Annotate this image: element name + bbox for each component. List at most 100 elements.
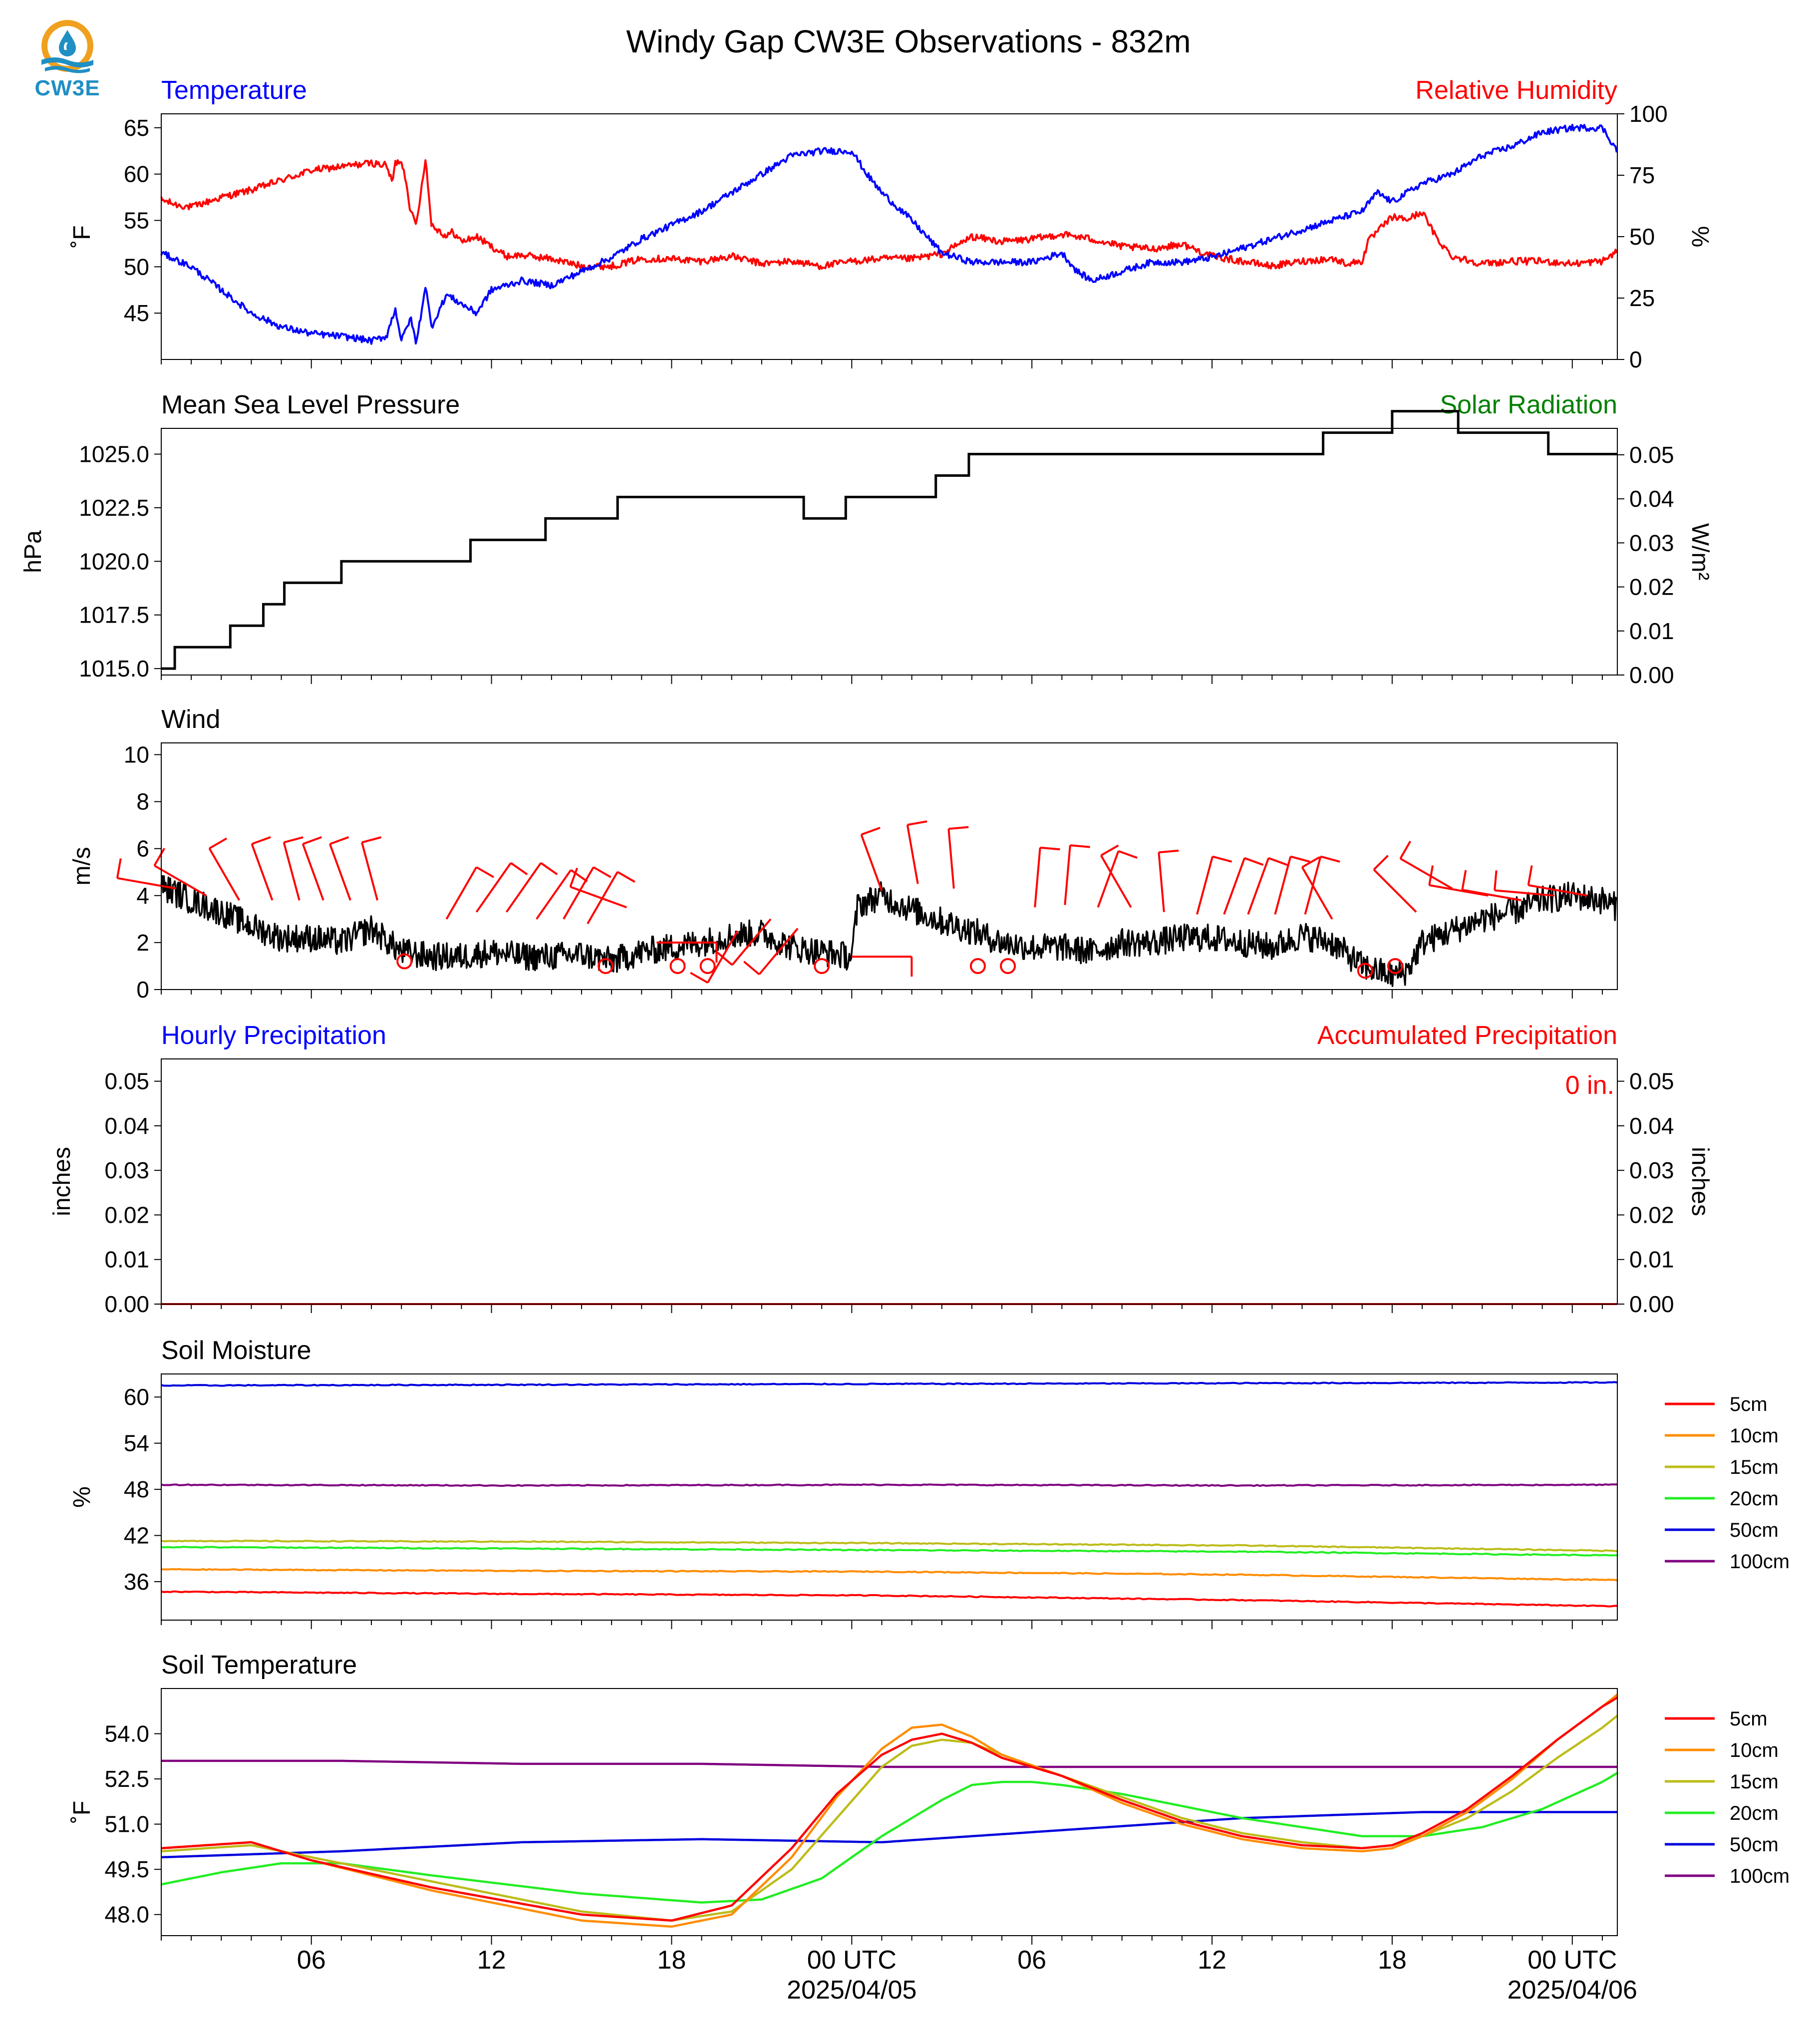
wind-barb-staff (208, 848, 241, 901)
wind-barb-staff (731, 918, 772, 966)
precip-accum-title: Accumulated Precipitation (1317, 1021, 1617, 1050)
wind-barb-staff (1158, 852, 1165, 912)
rh-y2tick-label: 25 (1629, 285, 1655, 311)
temp-ytick-label: 65 (124, 115, 149, 141)
wind-barb-calm (1000, 958, 1016, 974)
soil-temp-ytick-label: 54.0 (104, 1721, 149, 1747)
wind-barb-staff (1373, 869, 1417, 913)
precip-ylabel: inches (49, 1147, 75, 1216)
wind-barb-flag (209, 837, 228, 850)
pressure-ytick-label: 1022.5 (79, 495, 149, 521)
x-tick-label: 18 (1378, 1946, 1407, 1975)
wind-barb-flag (510, 862, 528, 876)
pressure-ylabel: hPa (20, 530, 46, 573)
precip-hourly-title: Hourly Precipitation (161, 1021, 386, 1050)
soil-moisture-line-100cm (161, 1483, 1618, 1487)
precip-accum-y2label: inches (1687, 1147, 1713, 1216)
wind-barb-flag (153, 848, 166, 866)
soil-moisture-plot-frame (161, 1373, 1618, 1621)
soil-temp-ytick-label: 51.0 (104, 1811, 149, 1837)
figure-title: Windy Gap CW3E Observations - 832m (626, 23, 1191, 59)
cw3e-logo: CW3E (30, 15, 105, 105)
precip-accum-y2tick-label: 0.03 (1629, 1157, 1674, 1183)
wind-barb-flag (617, 871, 635, 883)
wind-barb-flag (1118, 850, 1138, 859)
temp-series-line (160, 123, 1618, 345)
wind-barb-staff (1400, 857, 1453, 890)
wind-ytick-label: 6 (136, 836, 149, 862)
precip-accum-y2tick-label: 0.02 (1629, 1202, 1674, 1228)
wind-barb-staff (758, 928, 799, 975)
soil-temp-title: Soil Temperature (161, 1651, 357, 1680)
rh-series-line (160, 159, 1618, 271)
soil-temp-legend-label: 10cm (1730, 1739, 1779, 1761)
solar-y2tick-label: 0.00 (1629, 662, 1674, 688)
rh-y2tick-label: 100 (1629, 101, 1668, 127)
wind-barb-flag (716, 951, 733, 966)
wind-ytick-label: 10 (124, 742, 149, 768)
wind-barb-calm (969, 958, 986, 974)
precip-accum-y2tick-label: 0.05 (1629, 1068, 1674, 1094)
wind-barb-calm (396, 953, 413, 970)
wind-barb-flag (948, 826, 969, 830)
wind-barb-flag (303, 836, 322, 845)
wind-barb-flag (1461, 870, 1467, 890)
wind-barb-calm (814, 958, 830, 974)
x-tick-label: 12 (477, 1946, 506, 1975)
wind-speed-line (160, 875, 1618, 987)
wind-barb-flag (1268, 857, 1288, 866)
rh-y2tick-label: 50 (1629, 224, 1655, 250)
precip-ytick-label: 0.04 (104, 1113, 149, 1139)
wind-barb-flag (907, 820, 927, 826)
soil-temp-legend-label: 100cm (1730, 1865, 1790, 1887)
wind-barb-staff (506, 862, 542, 913)
precip-accum-y2tick-label: 0.00 (1629, 1291, 1674, 1317)
precip-accum-y2tick-label: 0.04 (1629, 1113, 1674, 1139)
wind-barb-flag (1100, 844, 1119, 857)
wind-ytick-label: 8 (136, 789, 149, 815)
precip-ytick-label: 0.05 (104, 1068, 149, 1094)
soil-moisture-ytick-label: 36 (124, 1569, 149, 1595)
x-tick-label: 12 (1198, 1946, 1226, 1975)
precip-accum-y2tick-label: 0.01 (1629, 1247, 1674, 1273)
x-tick-date-label: 2025/04/05 (787, 1976, 916, 2005)
pressure-plot-frame (161, 428, 1618, 676)
soil-temp-legend-label: 5cm (1730, 1708, 1768, 1730)
wind-barb-staff (536, 869, 572, 920)
soil-moisture-line-50cm (161, 1381, 1618, 1387)
soil-moisture-ytick-label: 54 (124, 1430, 149, 1456)
soil-moisture-legend-label: 5cm (1730, 1393, 1768, 1415)
wind-barb-staff (1097, 850, 1120, 908)
wind-barb-flag (361, 836, 382, 844)
x-tick-label: 06 (297, 1946, 326, 1975)
rh-y2tick-label: 75 (1629, 162, 1655, 188)
wind-barb-flag (116, 858, 122, 879)
temp-ytick-label: 60 (124, 161, 149, 187)
wind-barb-flag (861, 827, 881, 836)
rh-y2tick-label: 0 (1629, 346, 1642, 372)
wind-barb-staff (860, 834, 883, 892)
wind-title: Wind (161, 705, 220, 734)
soil-temp-line-5cm (161, 1696, 1618, 1922)
wind-barb-staff (1494, 889, 1554, 897)
soil-moisture-ytick-label: 60 (124, 1384, 149, 1410)
wind-barb-staff (1223, 858, 1246, 915)
wind-barb-staff (1462, 889, 1521, 902)
precip-plot-frame (161, 1058, 1618, 1305)
soil-temp-legend-label: 50cm (1730, 1834, 1779, 1856)
rh-title: Relative Humidity (1415, 76, 1617, 105)
wind-barb-flag (329, 836, 349, 845)
wind-barb-flag (1244, 857, 1264, 866)
soil-temp-line-50cm (161, 1811, 1617, 1859)
wind-barb-staff (154, 865, 207, 897)
solar-y2tick-label: 0.02 (1629, 574, 1674, 600)
soil-temp-legend-label: 20cm (1730, 1802, 1779, 1824)
temp-rh-plot-frame (161, 113, 1618, 360)
wind-barb-flag (690, 972, 708, 984)
wind-barb-staff (1247, 858, 1270, 915)
wind-barb-staff (361, 842, 378, 901)
pressure-ytick-label: 1025.0 (79, 441, 149, 467)
wind-barb-flag (1527, 865, 1533, 886)
temp-ytick-label: 55 (124, 208, 149, 234)
